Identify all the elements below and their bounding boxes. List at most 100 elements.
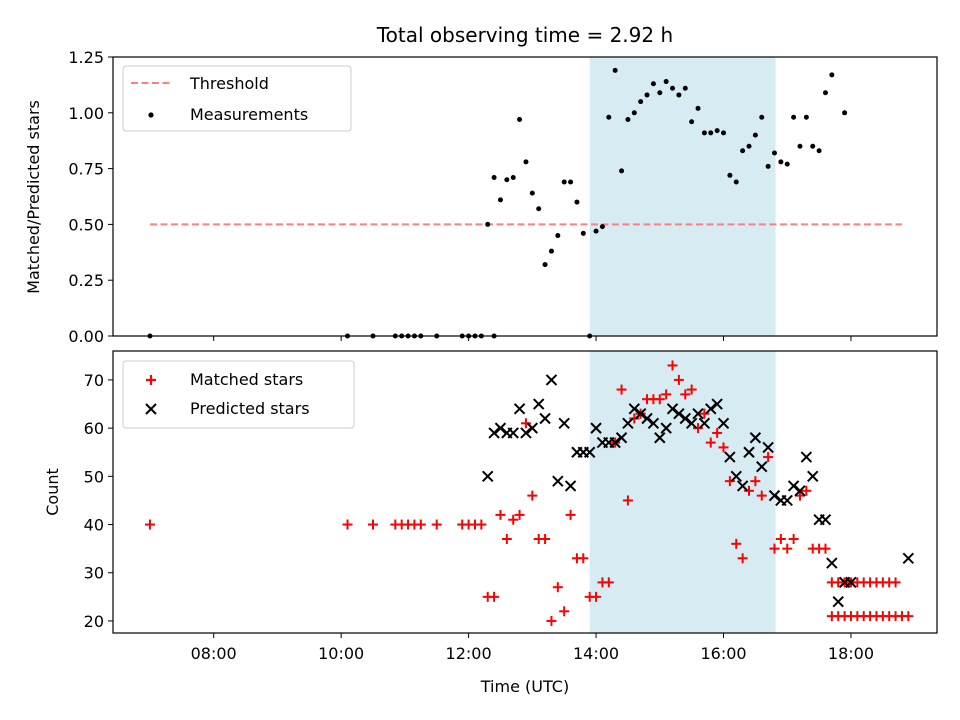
- measurement-point: [670, 85, 676, 91]
- matched-star-point: [552, 582, 563, 593]
- measurement-point: [682, 85, 688, 91]
- predicted-star-point: [711, 398, 723, 410]
- predicted-star-point: [781, 494, 793, 507]
- chart-title: Total observing time = 2.92 h: [376, 23, 673, 47]
- measurement-point: [663, 79, 669, 85]
- predicted-star-point: [768, 489, 781, 502]
- measurement-point: [568, 179, 574, 185]
- predicted-star-point: [749, 432, 762, 444]
- predicted-star-point: [826, 557, 838, 569]
- predicted-star-point: [717, 417, 730, 430]
- measurement-point: [733, 179, 739, 185]
- matched-star-point: [629, 413, 640, 424]
- matched-star-point: [520, 418, 531, 429]
- bottom-panel: 20 30 40 50 60 70 08:00 10:00 12:00 14:00 16:00 18…: [43, 350, 938, 696]
- matched-star-point: [616, 384, 627, 395]
- measurement-point: [485, 221, 491, 227]
- y-tick-label: 20: [84, 612, 104, 631]
- measurement-point: [612, 67, 618, 73]
- predicted-star-point: [724, 451, 736, 463]
- measurement-point: [708, 130, 714, 136]
- predicted-star-point: [673, 407, 685, 420]
- x-tick-label: 08:00: [191, 644, 237, 663]
- matched-star-point: [756, 490, 767, 501]
- matched-star-point: [540, 534, 551, 544]
- top-panel-frame: [112, 56, 938, 337]
- predicted-star-point: [539, 412, 551, 425]
- matched-star-point: [565, 509, 576, 520]
- predicted-star-point: [845, 576, 857, 589]
- measurement-point: [676, 92, 682, 98]
- measurement-point: [657, 90, 663, 96]
- matched-star-point: [489, 591, 500, 602]
- measurement-point: [574, 199, 580, 205]
- x-tick-label: 14:00: [573, 644, 619, 663]
- measurement-point: [625, 116, 631, 122]
- matched-star-points: [144, 360, 914, 626]
- matched-star-point: [788, 534, 799, 544]
- predicted-star-point: [564, 480, 577, 492]
- measurement-point: [714, 128, 720, 134]
- bottom-y-ticks: 20 30 40 50 60 70: [84, 371, 113, 631]
- matched-star-point: [578, 553, 589, 564]
- matched-star-point: [546, 615, 557, 626]
- measurement-point: [771, 150, 777, 156]
- matched-star-point: [724, 476, 735, 487]
- matched-star-point: [699, 408, 710, 419]
- measurement-point: [555, 233, 561, 239]
- legend-threshold-label: Threshold: [189, 74, 269, 93]
- y-tick-label: 1.00: [68, 104, 104, 123]
- matched-star-point: [794, 490, 805, 501]
- matched-star-point: [527, 490, 538, 501]
- matched-star-point: [431, 519, 442, 530]
- legend-predicted-swatch: [145, 403, 157, 415]
- x-tick-label: 10:00: [318, 644, 364, 663]
- measurement-point: [517, 116, 523, 122]
- measurement-point: [701, 130, 707, 136]
- predicted-star-point: [641, 412, 653, 425]
- measurement-point: [778, 159, 784, 165]
- predicted-star-point: [832, 595, 844, 608]
- y-tick-label: 0.25: [68, 271, 104, 290]
- measurement-point: [803, 114, 809, 120]
- y-tick-label: 30: [84, 564, 104, 583]
- matched-star-point: [342, 519, 353, 530]
- measurement-point: [548, 248, 554, 254]
- measurement-point: [606, 114, 612, 120]
- predicted-star-point: [520, 427, 532, 439]
- legend-measurements-swatch: [148, 112, 154, 118]
- matched-star-point: [686, 384, 697, 395]
- predicted-star-point: [660, 422, 672, 434]
- measurement-point: [759, 114, 765, 120]
- predicted-star-point: [692, 407, 704, 420]
- measurement-point: [727, 172, 733, 178]
- measurement-point: [523, 159, 529, 165]
- predicted-star-point: [628, 403, 641, 415]
- measurement-point: [784, 161, 790, 167]
- measurement-point: [842, 110, 848, 116]
- matched-star-point: [680, 389, 691, 400]
- predicted-star-point: [743, 446, 755, 458]
- y-tick-label: 0.75: [68, 160, 104, 179]
- predicted-star-point: [558, 417, 570, 430]
- measurement-point: [822, 90, 828, 96]
- predicted-star-point: [794, 485, 806, 497]
- predicted-star-point: [482, 470, 494, 483]
- measurement-point: [619, 168, 625, 174]
- measurement-point: [689, 119, 695, 125]
- top-legend-box: [122, 65, 352, 132]
- predicted-star-point: [622, 417, 634, 430]
- x-tick-label: 16:00: [700, 644, 746, 663]
- matched-star-point: [368, 519, 379, 530]
- matched-star-point: [144, 519, 155, 530]
- predicted-star-point: [526, 422, 539, 434]
- measurement-point: [542, 262, 548, 268]
- legend-predicted-label: Predicted stars: [190, 399, 310, 418]
- measurement-point: [599, 224, 605, 230]
- x-tick-label: 12:00: [446, 644, 492, 663]
- measurement-point: [797, 143, 803, 149]
- measurement-point: [536, 206, 542, 212]
- predicted-star-point: [756, 460, 768, 473]
- matched-star-point: [693, 423, 704, 434]
- y-tick-label: 70: [84, 371, 104, 390]
